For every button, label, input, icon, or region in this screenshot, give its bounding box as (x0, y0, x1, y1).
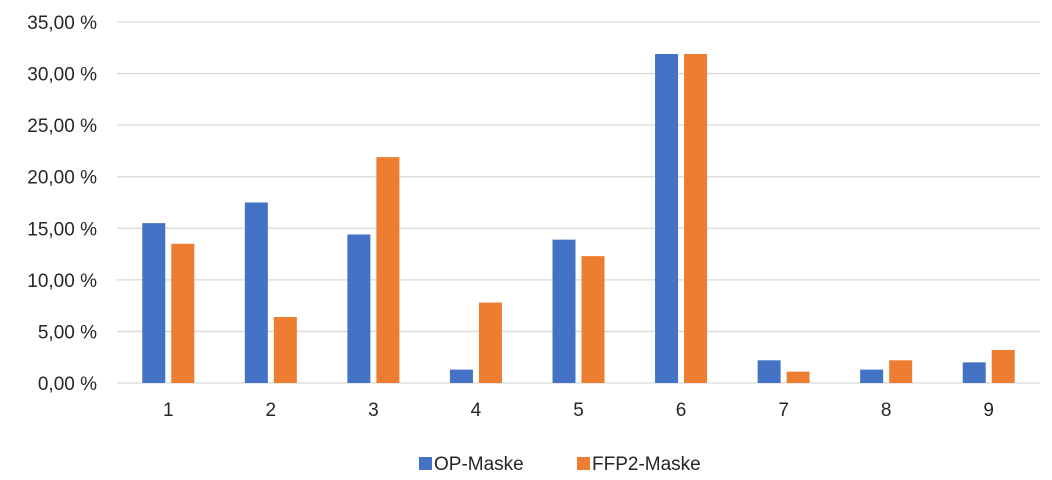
y-tick-label: 0,00 % (38, 374, 97, 395)
legend: OP-Maske FFP2-Maske (419, 454, 701, 475)
y-tick-label: 35,00 % (27, 13, 97, 34)
gridlines (117, 21, 1040, 384)
bar-ffp2-maske-8 (889, 360, 913, 383)
bar-op-maske-3 (347, 234, 371, 383)
y-tick-label: 15,00 % (27, 219, 97, 240)
x-tick-label: 2 (266, 400, 277, 421)
bar-op-maske-6 (655, 53, 679, 384)
x-tick-label: 4 (471, 400, 482, 421)
bar-ffp2-maske-4 (478, 302, 502, 383)
y-tick-label: 25,00 % (27, 116, 97, 137)
bar-op-maske-9 (962, 362, 986, 383)
x-tick-label: 5 (573, 400, 584, 421)
y-tick-label: 30,00 % (27, 65, 97, 86)
bar-op-maske-5 (552, 239, 576, 383)
bar-ffp2-maske-6 (684, 53, 708, 384)
bar-ffp2-maske-5 (581, 256, 605, 383)
x-axis: 1 2 3 4 5 6 7 8 9 (163, 400, 994, 421)
bar-ffp2-maske-1 (171, 243, 195, 383)
y-tick-label: 10,00 % (27, 271, 97, 292)
x-tick-label: 8 (881, 400, 892, 421)
x-tick-label: 1 (163, 400, 174, 421)
bar-ffp2-maske-9 (991, 349, 1015, 383)
y-axis: 0,00 % 5,00 % 10,00 % 15,00 % 20,00 % 25,00 %… (27, 13, 97, 395)
x-tick-label: 9 (983, 400, 994, 421)
bar-op-maske-4 (449, 369, 473, 383)
bars (142, 53, 1015, 384)
x-tick-label: 3 (368, 400, 379, 421)
legend-label: OP-Maske (434, 454, 524, 475)
bar-op-maske-1 (142, 223, 166, 383)
bar-ffp2-maske-2 (273, 316, 297, 383)
y-tick-label: 5,00 % (38, 322, 97, 343)
bar-ffp2-maske-3 (376, 157, 400, 383)
y-tick-label: 20,00 % (27, 168, 97, 189)
x-tick-label: 7 (778, 400, 789, 421)
bar-op-maske-2 (244, 202, 268, 383)
legend-swatch (419, 457, 432, 470)
bar-op-maske-7 (757, 360, 781, 383)
bar-op-maske-8 (860, 369, 884, 383)
bar-ffp2-maske-7 (786, 371, 810, 383)
legend-swatch (577, 457, 590, 470)
x-tick-label: 6 (676, 400, 687, 421)
legend-label: FFP2-Maske (592, 454, 701, 475)
